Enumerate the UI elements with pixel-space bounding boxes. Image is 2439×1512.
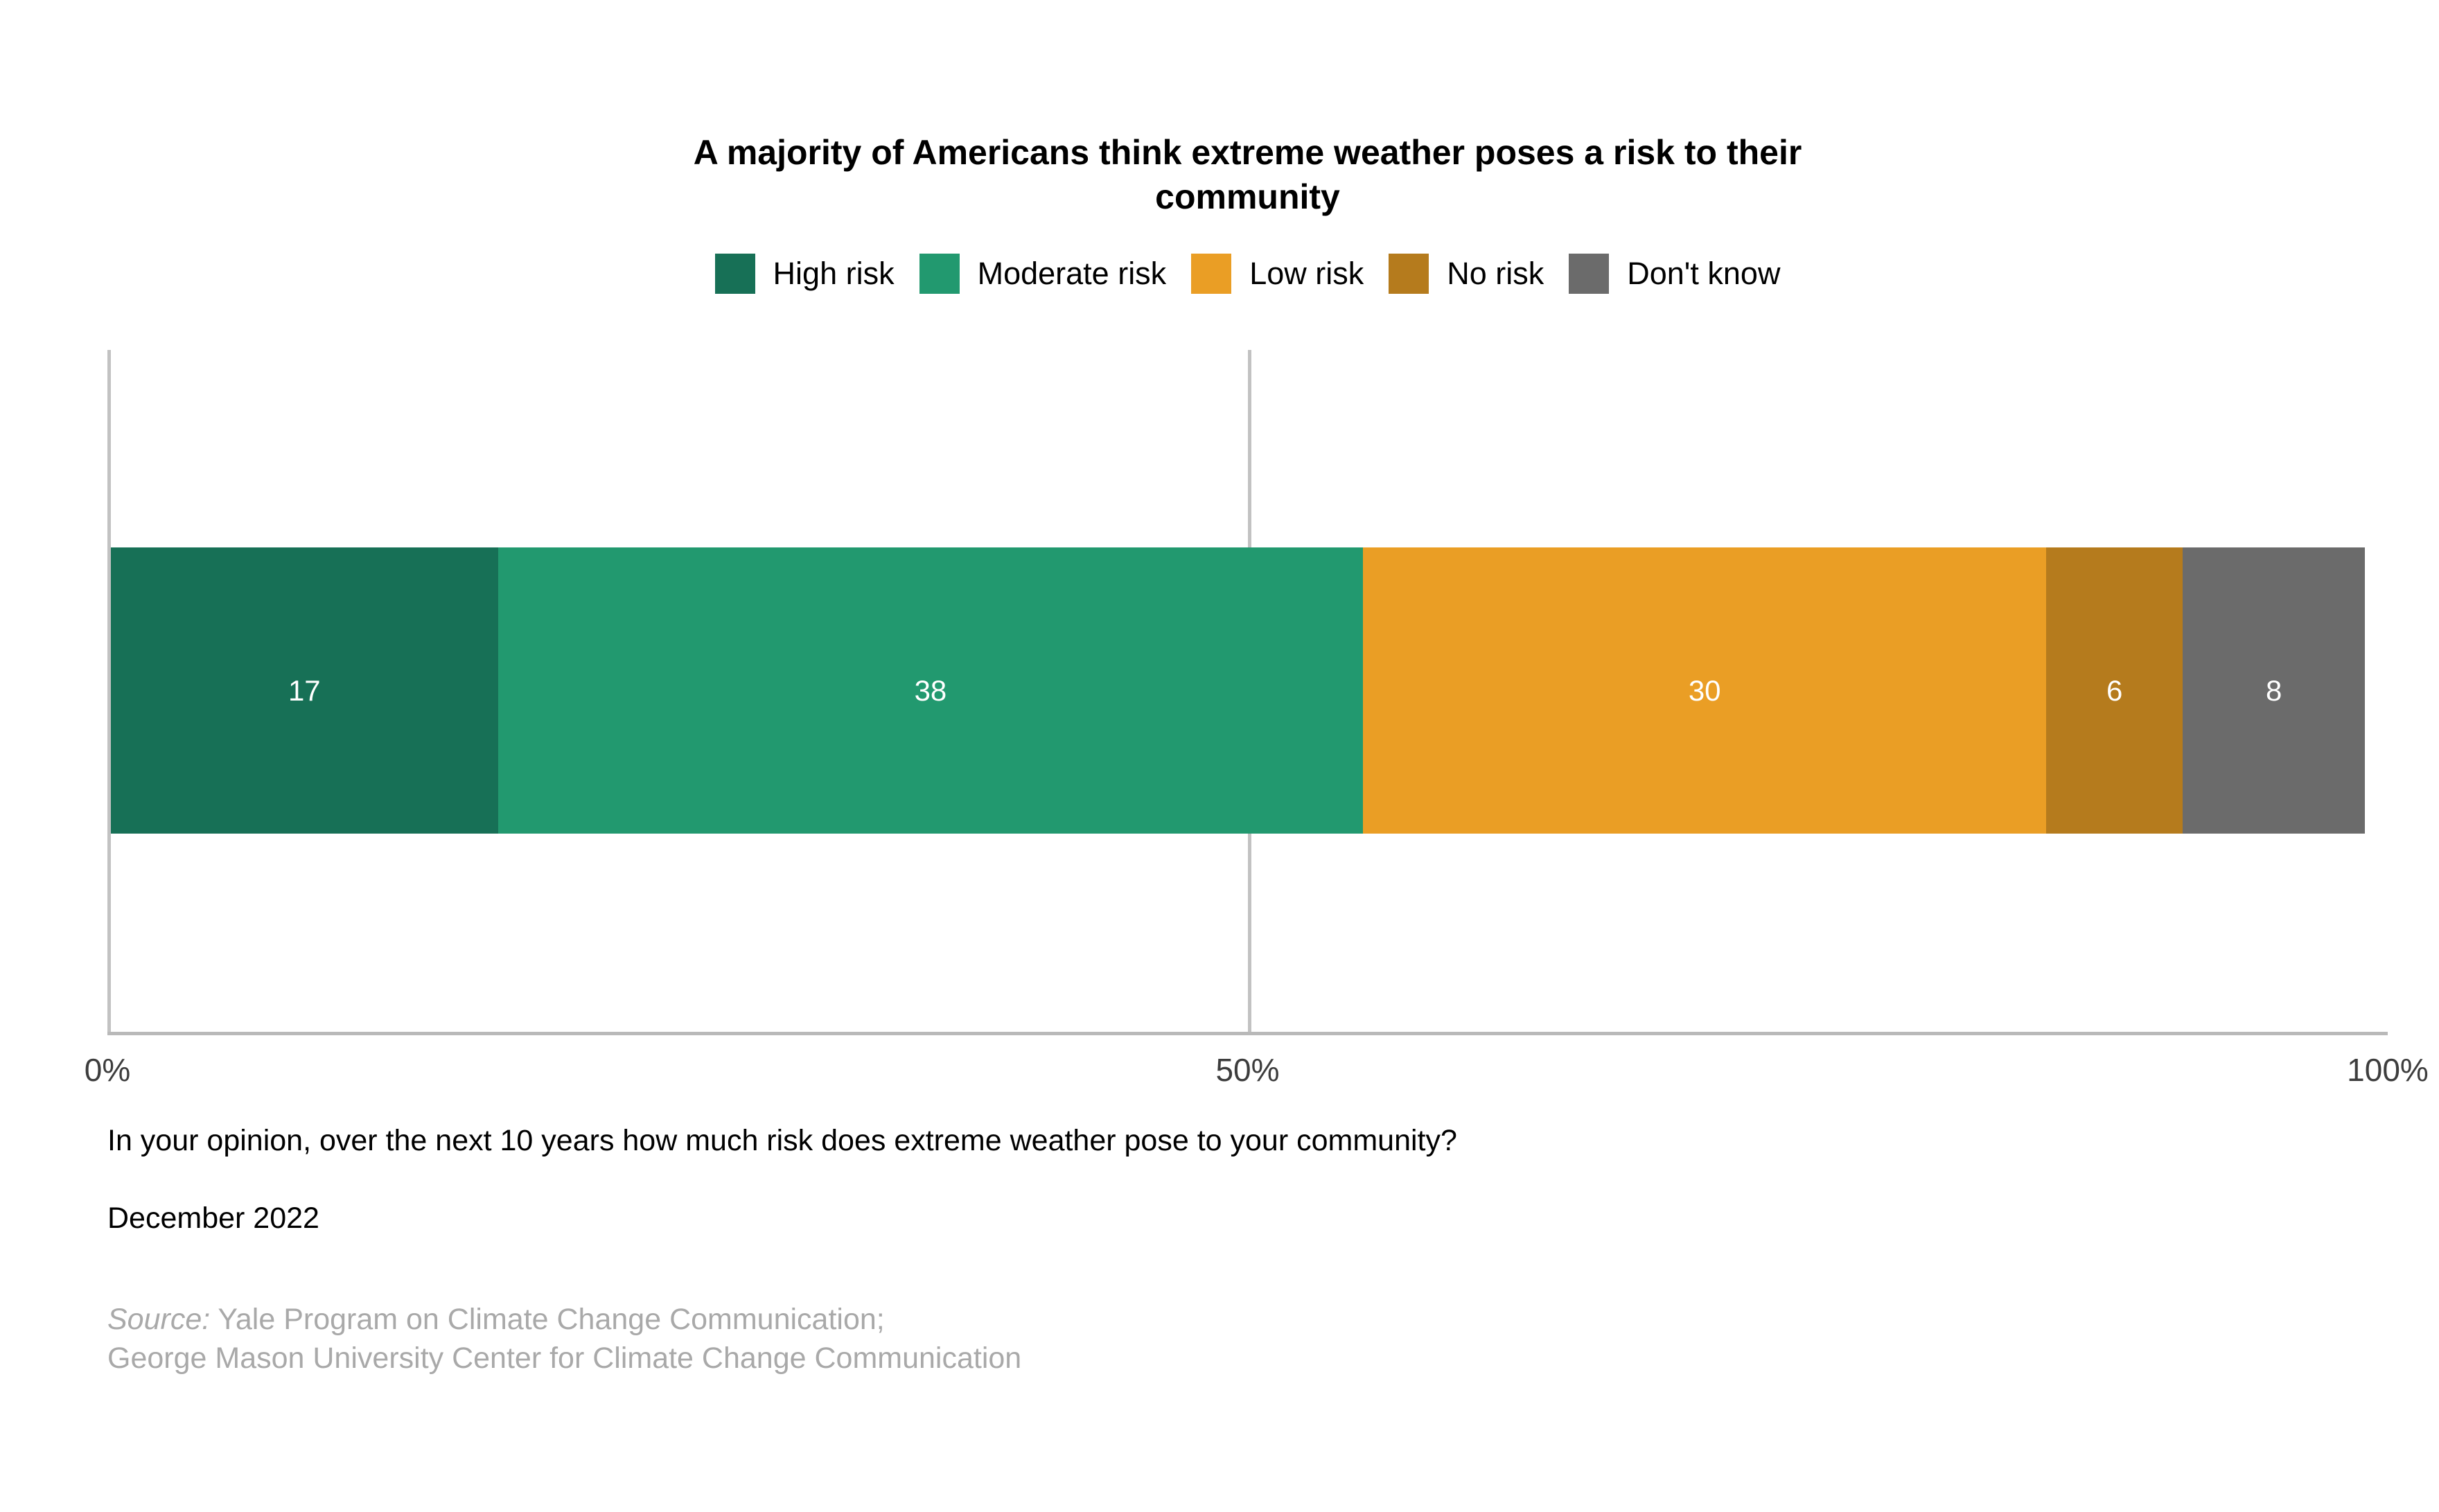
x-axis-line [107, 1032, 2388, 1035]
legend-item[interactable]: High risk [714, 254, 895, 294]
bar-segment-value: 38 [914, 674, 947, 707]
legend-swatch-icon [919, 254, 960, 294]
bar-segment-value: 6 [2106, 674, 2123, 707]
bar-segment-moderate-risk[interactable]: 38 [498, 547, 1364, 834]
legend-item[interactable]: Low risk [1191, 254, 1364, 294]
plot-area: 17 38 30 6 8 0% 50% 100% [85, 350, 2429, 1088]
gridline-0 [107, 350, 111, 1032]
legend-item-label: High risk [773, 256, 895, 291]
legend-item-label: Moderate risk [977, 256, 1167, 291]
legend-item[interactable]: Moderate risk [919, 254, 1167, 294]
legend-swatch-icon [714, 254, 755, 294]
chart-title: A majority of Americans think extreme we… [107, 130, 2388, 219]
legend-item[interactable]: Don't know [1569, 254, 1780, 294]
chart-title-line2: community [1155, 177, 1340, 216]
legend-swatch-icon [1569, 254, 1610, 294]
bar-segment-don-t-know[interactable]: 8 [2183, 547, 2366, 834]
legend-item-label: Low risk [1249, 256, 1364, 291]
stacked-bar: 17 38 30 6 8 [111, 547, 2388, 834]
source-line1: Source: Yale Program on Climate Change C… [107, 1300, 1021, 1339]
x-tick-label-50: 50% [1215, 1052, 1280, 1088]
legend-item-label: Don't know [1627, 256, 1781, 291]
legend-swatch-icon [1389, 254, 1429, 294]
x-tick-label-100: 100% [2347, 1052, 2429, 1088]
x-tick-label-0: 0% [84, 1052, 131, 1088]
bar-segment-low-risk[interactable]: 30 [1363, 547, 2047, 834]
legend-item[interactable]: No risk [1389, 254, 1544, 294]
source-prefix: Source: [107, 1303, 211, 1336]
legend-item-label: No risk [1447, 256, 1544, 291]
bar-segment-value: 8 [2265, 674, 2282, 707]
chart-title-line1: A majority of Americans think extreme we… [693, 133, 1802, 172]
legend: High risk Moderate risk Low risk No risk Don… [107, 254, 2388, 294]
legend-swatch-icon [1191, 254, 1232, 294]
bar-segment-high-risk[interactable]: 17 [111, 547, 498, 834]
question-text: In your opinion, over the next 10 years … [107, 1124, 1457, 1157]
bar-segment-value: 30 [1688, 674, 1721, 707]
source-org1: Yale Program on Climate Change Communica… [218, 1303, 885, 1336]
date-text: December 2022 [107, 1202, 319, 1235]
source-text: Source: Yale Program on Climate Change C… [107, 1300, 1021, 1378]
source-line2: George Mason University Center for Clima… [107, 1342, 1022, 1375]
x-axis-tick-labels: 0% 50% 100% [85, 1051, 2429, 1093]
bar-segment-value: 17 [288, 674, 321, 707]
bar-segment-no-risk[interactable]: 6 [2046, 547, 2183, 834]
